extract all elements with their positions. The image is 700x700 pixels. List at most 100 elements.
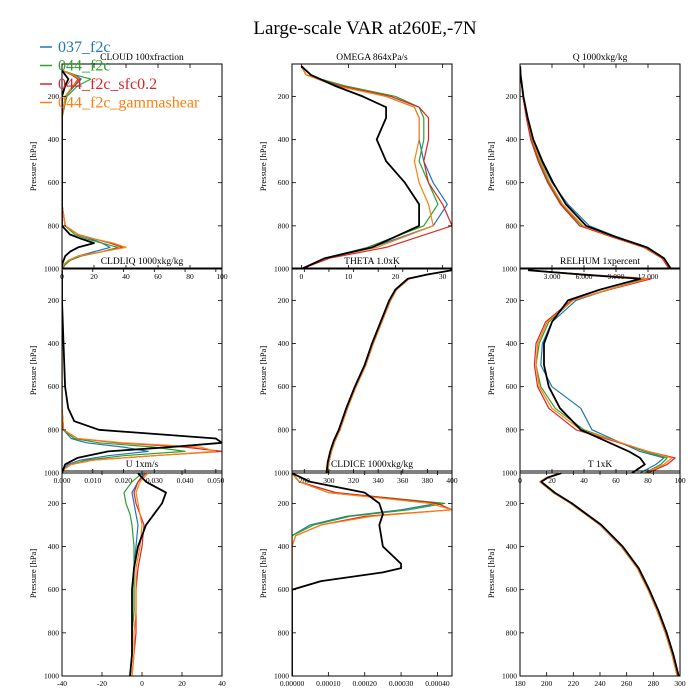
panel-title: RELHUM 1xpercent: [560, 257, 640, 267]
y-tick-label: 400: [278, 542, 290, 551]
y-tick-label: 400: [278, 135, 290, 144]
series-group: [123, 472, 167, 676]
y-tick-label: 1000: [274, 469, 289, 478]
x-tick-label: 20: [90, 272, 98, 281]
y-tick-label: 800: [48, 425, 60, 434]
x-tick-label: 0.00020: [353, 679, 378, 688]
panel-title: CLOUD 100xfraction: [100, 52, 184, 63]
panel-title: Q 1000xkg/kg: [573, 53, 628, 63]
y-tick-label: 400: [506, 542, 518, 551]
y-tick-label: 800: [48, 628, 60, 637]
series-line-5: [540, 472, 680, 676]
y-tick-label: 1000: [502, 672, 517, 681]
series-line-2: [62, 69, 119, 269]
y-tick-label: 600: [278, 585, 290, 594]
series-group: [539, 472, 680, 676]
x-tick-label: 380: [422, 476, 434, 485]
y-tick-label: 1000: [274, 265, 289, 274]
series-line-4: [527, 269, 673, 473]
plot-frame: [519, 470, 681, 677]
y-tick-label: 200: [506, 296, 518, 305]
panel-9: T 1xK Pressure [hPa] 180 200 220 240 260 280 300…: [486, 460, 686, 688]
y-axis-label: Pressure [hPa]: [258, 549, 268, 599]
y-tick-label: 200: [506, 92, 518, 101]
y-tick-label: 1000: [44, 672, 59, 681]
plot-frame: [61, 470, 223, 677]
x-tick-label: 0.00000: [280, 679, 305, 688]
x-tick-label: 0.00030: [389, 679, 414, 688]
legend-label: 037_f2c: [58, 39, 110, 56]
x-tick-label: -20: [97, 679, 107, 688]
x-tick-label: 80: [186, 272, 194, 281]
x-tick-label: 0.050: [207, 476, 224, 485]
y-axis-label: Pressure [hPa]: [258, 346, 268, 396]
x-tick-label: 80: [644, 476, 652, 485]
plot-frame: [291, 470, 453, 677]
y-tick-label: 400: [48, 542, 60, 551]
x-tick-label: 180: [514, 679, 526, 688]
x-tick-label: 320: [348, 476, 360, 485]
y-tick-label: 1000: [44, 469, 59, 478]
y-tick-label: 200: [278, 92, 290, 101]
x-tick-label: 0.00040: [425, 679, 450, 688]
y-tick-label: 800: [506, 425, 518, 434]
series-line-3: [527, 269, 676, 473]
panel-title: OMEGA 864xPa/s: [336, 53, 408, 63]
legend-label: 044_f2c_gammashear: [58, 95, 200, 112]
panel-7: U 1xm/s Pressure [hPa] -40 -20 0 20 40 200 400 60…: [28, 460, 226, 688]
y-tick-label: 800: [278, 425, 290, 434]
x-tick-label: 200: [541, 679, 553, 688]
y-tick-label: 800: [506, 628, 518, 637]
plot-frame: [519, 63, 681, 270]
legend-item: 044_f2c: [40, 58, 110, 75]
x-tick-label: 12.000: [638, 272, 659, 281]
y-axis-label: Pressure [hPa]: [486, 549, 496, 599]
y-axis-label: Pressure [hPa]: [486, 346, 496, 396]
y-tick-label: 200: [506, 499, 518, 508]
series-group: [527, 269, 676, 473]
legend-item: 044_f2c_gammashear: [40, 95, 200, 112]
y-tick-label: 600: [506, 585, 518, 594]
series-line-4: [300, 65, 434, 269]
x-tick-label: 260: [621, 679, 633, 688]
series-line-2: [527, 269, 668, 473]
y-tick-label: 800: [506, 221, 518, 230]
x-tick-label: 0: [300, 272, 304, 281]
x-tick-label: 20: [178, 679, 186, 688]
series-line-5: [292, 472, 403, 676]
y-tick-label: 600: [48, 585, 60, 594]
panel-8: CLDICE 1000xkg/kg Pressure [hPa] 0.00000 0.…: [258, 460, 453, 688]
x-tick-label: 6.000: [576, 272, 593, 281]
x-tick-label: 220: [568, 679, 580, 688]
y-tick-label: 1000: [502, 469, 517, 478]
y-tick-label: 400: [48, 135, 60, 144]
y-tick-label: 600: [506, 382, 518, 391]
y-tick-label: 400: [278, 339, 290, 348]
legend-item: 044_f2c_sfc0.2: [40, 76, 157, 93]
series-group: [292, 472, 452, 676]
series-group: [325, 269, 452, 473]
x-tick-label: 20: [548, 476, 556, 485]
panel-2: OMEGA 864xPa/s Pressure [hPa] 0 10 20 30 200 40…: [258, 53, 453, 281]
series-group: [300, 65, 452, 269]
x-tick-label: 20: [392, 272, 400, 281]
x-tick-label: -40: [57, 679, 67, 688]
figure-title: Large-scale VAR at260E,-7N: [253, 18, 476, 39]
series-line-3: [539, 472, 678, 676]
panel-title: U 1xm/s: [126, 460, 159, 470]
plot-frame: [291, 267, 453, 474]
y-tick-label: 400: [506, 135, 518, 144]
x-tick-label: 360: [397, 476, 409, 485]
y-tick-label: 200: [48, 296, 60, 305]
x-tick-label: 30: [439, 272, 447, 281]
panel-title: CLDLIQ 1000xkg/kg: [101, 257, 184, 267]
x-tick-label: 0.020: [115, 476, 132, 485]
series-line-4: [131, 472, 149, 676]
series-line-3: [131, 472, 147, 676]
x-tick-label: 3.000: [544, 272, 561, 281]
series-line-4: [62, 270, 217, 473]
